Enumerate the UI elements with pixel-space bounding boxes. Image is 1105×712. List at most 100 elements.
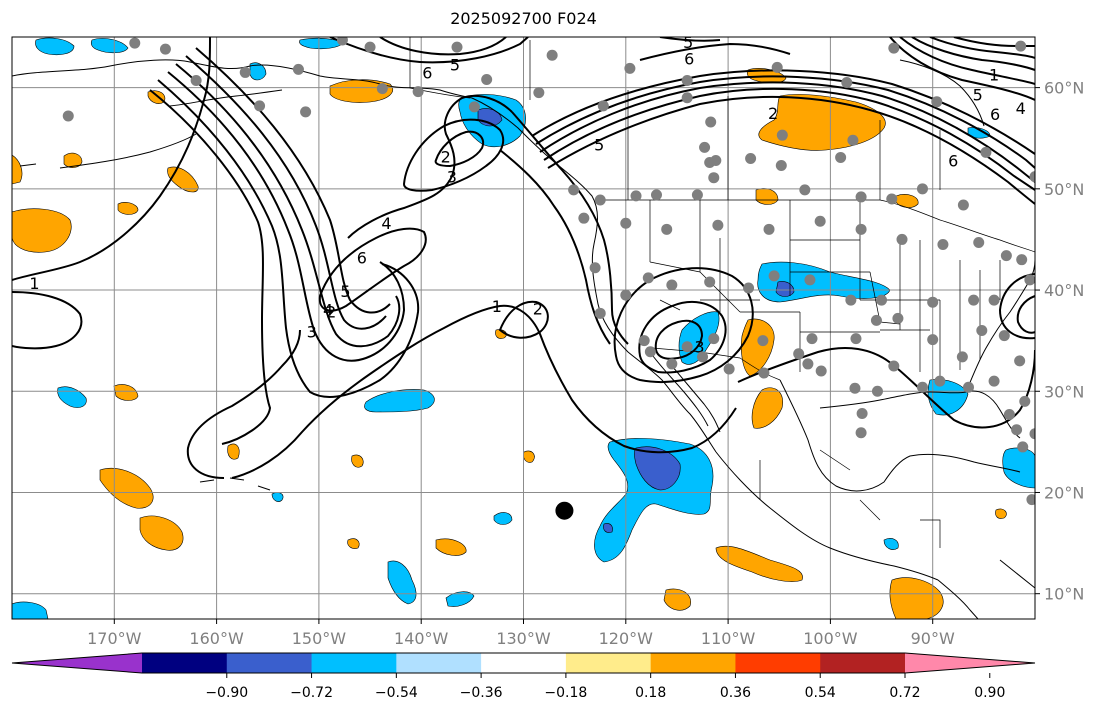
strong-negative-anomaly-area — [603, 523, 613, 533]
colorbar-tick-label: −0.54 — [375, 685, 418, 701]
contour-label: 3 — [694, 338, 704, 357]
lon-tick-label: 110°W — [701, 629, 756, 648]
station-marker — [239, 66, 251, 78]
colorbar-tick-label: −0.18 — [544, 685, 587, 701]
station-marker — [642, 272, 654, 284]
lon-tick-label: 100°W — [803, 629, 858, 648]
negative-anomaly-area — [594, 438, 714, 563]
station-marker — [845, 294, 857, 306]
contour-line — [434, 130, 484, 168]
station-marker — [300, 106, 312, 118]
station-marker — [847, 134, 859, 146]
lat-tick-label: 40°N — [1044, 281, 1084, 300]
colorbar-swatch — [142, 653, 228, 673]
station-marker — [708, 333, 720, 345]
station-marker — [1017, 441, 1029, 453]
contour-label: 5 — [450, 55, 460, 74]
contour-line — [186, 329, 301, 479]
contour-label: 3 — [447, 168, 457, 187]
contour-line — [157, 79, 420, 398]
station-marker — [129, 37, 141, 49]
station-marker — [916, 183, 928, 195]
station-marker — [254, 100, 266, 112]
station-marker — [705, 116, 717, 128]
contour-line — [511, 111, 629, 345]
station-marker — [1003, 409, 1015, 421]
colorbar-swatch — [735, 653, 821, 673]
station-marker — [871, 385, 883, 397]
station-marker — [931, 96, 943, 108]
station-marker — [745, 152, 757, 164]
station-marker — [62, 110, 74, 122]
contour-label: 6 — [357, 249, 367, 268]
station-marker — [956, 351, 968, 363]
station-marker — [835, 151, 847, 163]
contour-label: 1 — [29, 274, 39, 293]
station-marker — [998, 330, 1010, 342]
negative-anomaly-area — [57, 386, 87, 408]
station-marker — [934, 375, 946, 387]
station-marker — [336, 37, 348, 46]
contour-label: 1 — [492, 297, 502, 316]
lat-tick-label: 10°N — [1044, 585, 1084, 604]
lon-tick-label: 120°W — [599, 629, 654, 648]
positive-anomaly-area — [12, 208, 72, 253]
negative-anomaly-area — [12, 601, 49, 619]
contour-line — [539, 81, 1035, 183]
colorbar-swatch — [481, 653, 567, 673]
lat-tick-label: 20°N — [1044, 483, 1084, 502]
station-marker — [856, 408, 868, 420]
station-marker — [768, 270, 780, 282]
station-marker — [758, 367, 770, 379]
contour-line — [499, 149, 611, 345]
contour-label: 3 — [307, 323, 317, 342]
station-marker — [159, 43, 171, 55]
contour-label: 1 — [989, 65, 999, 84]
station-marker — [763, 223, 775, 235]
station-marker — [855, 191, 867, 203]
station-marker — [376, 83, 388, 95]
contour-label: 6 — [422, 63, 432, 82]
station-marker — [775, 160, 787, 172]
station-marker — [468, 101, 480, 113]
positive-anomaly-area — [329, 79, 394, 103]
station-marker — [624, 62, 636, 74]
station-marker — [804, 274, 816, 286]
station-marker — [1029, 428, 1035, 440]
contour-line — [543, 87, 1035, 191]
contour-line — [899, 37, 1035, 85]
contour-label: 5 — [683, 33, 693, 52]
political-borders — [409, 37, 1035, 548]
station-marker — [870, 314, 882, 326]
negative-anomaly-area — [883, 538, 899, 550]
station-marker — [620, 217, 632, 229]
colorbar-tick-label: 0.72 — [889, 685, 920, 701]
colorbar-swatch — [226, 653, 313, 673]
station-marker — [757, 335, 769, 347]
negative-anomaly-area — [445, 591, 475, 607]
contour-line — [911, 37, 1035, 71]
contour-label: 2 — [533, 299, 543, 318]
colorbar-extension-high — [905, 653, 1035, 673]
station-marker — [841, 77, 853, 89]
colorbar-tick-label: 0.54 — [805, 685, 836, 701]
contour-line — [379, 37, 507, 56]
station-marker — [743, 282, 755, 294]
positive-anomaly-area — [139, 515, 184, 551]
contour-label: 6 — [948, 151, 958, 170]
station-marker — [776, 129, 788, 141]
station-marker — [963, 381, 975, 393]
station-marker — [771, 61, 783, 73]
station-marker — [620, 289, 632, 301]
contour-label: 5 — [594, 135, 604, 154]
coastlines — [12, 59, 1035, 619]
station-marker — [190, 75, 202, 87]
contour-line — [998, 273, 1035, 340]
colorbar-swatch — [396, 653, 482, 673]
contour-line — [639, 42, 791, 61]
contour-label: 4 — [381, 214, 391, 233]
station-marker — [681, 75, 693, 87]
contour-label: 5 — [973, 86, 983, 105]
